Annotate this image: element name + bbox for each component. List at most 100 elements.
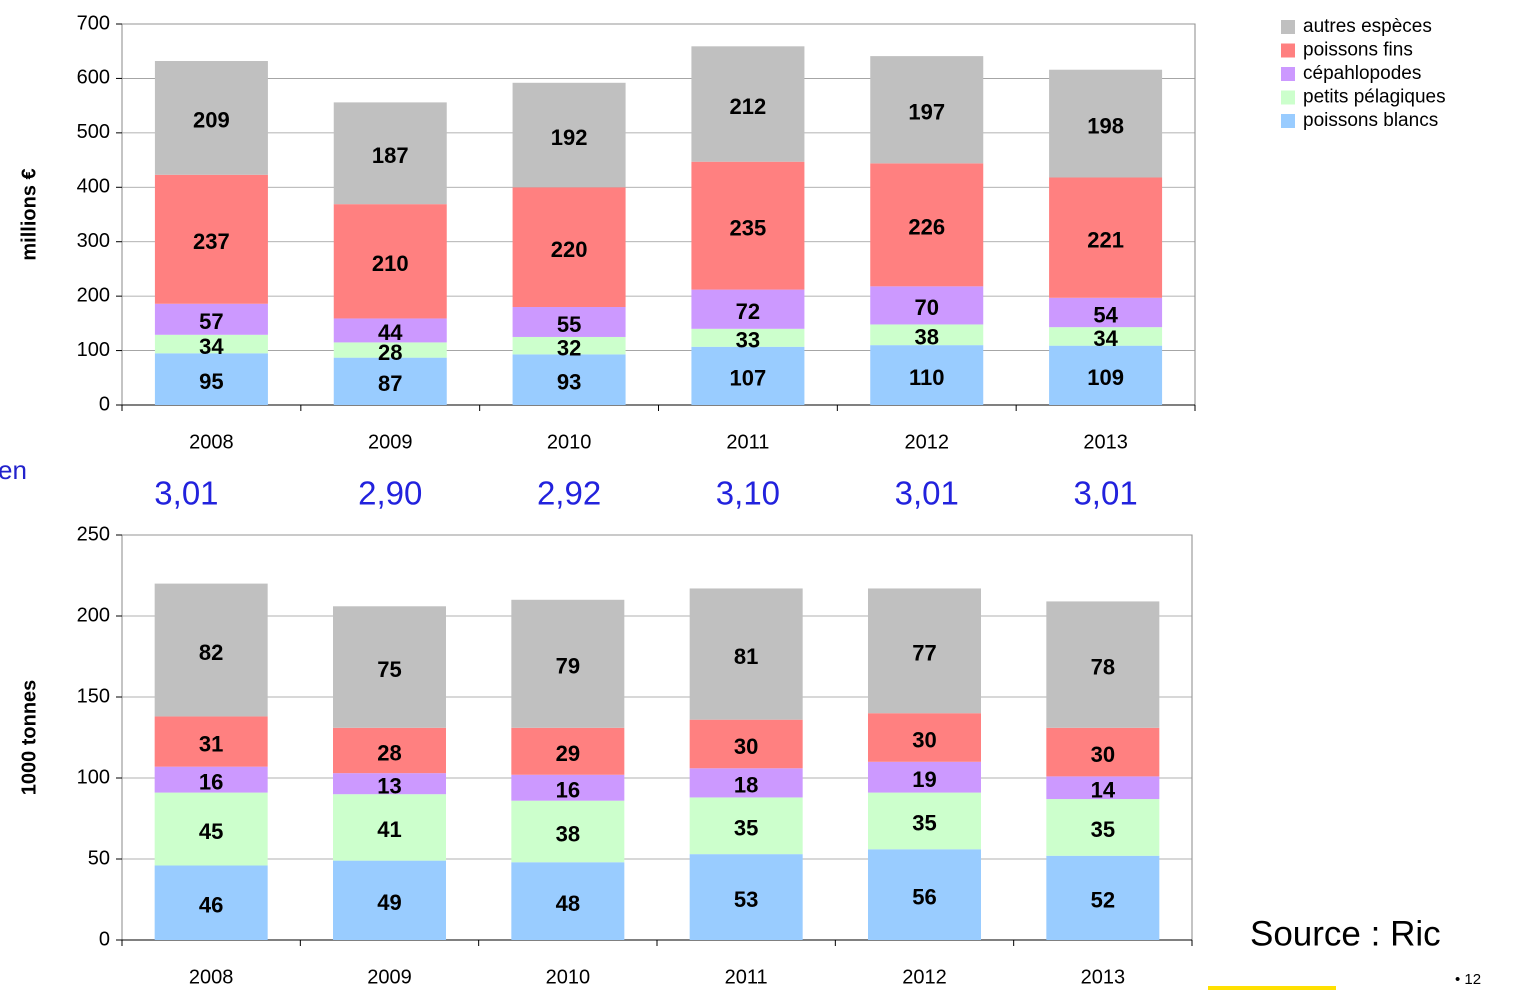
- bar-segment: [333, 342, 447, 358]
- data-label: 109: [1087, 365, 1124, 390]
- data-label: 87: [378, 371, 402, 396]
- data-label: 107: [730, 366, 767, 391]
- data-label: 82: [199, 640, 223, 665]
- bar-segment: [154, 792, 268, 866]
- data-label: 212: [730, 94, 767, 119]
- bar-segment: [691, 161, 805, 290]
- data-label: 45: [199, 819, 223, 844]
- price-label: 3,01: [895, 475, 959, 512]
- data-label: 95: [199, 369, 223, 394]
- data-label: 110: [909, 365, 945, 390]
- data-label: 226: [908, 215, 945, 240]
- x-tick-label: 2012: [905, 431, 950, 453]
- bar-segment: [333, 606, 446, 728]
- data-label: 38: [556, 821, 580, 846]
- data-label: 192: [551, 125, 588, 150]
- bar-segment: [512, 336, 626, 355]
- x-tick-label: 2012: [902, 966, 947, 988]
- bar-segment: [333, 204, 447, 319]
- data-label: 70: [915, 295, 939, 320]
- bar-segment: [333, 102, 447, 205]
- bar-segment: [1049, 297, 1163, 328]
- y-tick-label: 0: [99, 928, 110, 950]
- legend-label: cépahlopodes: [1303, 63, 1421, 84]
- bar-segment: [154, 174, 268, 304]
- bar-segment: [870, 56, 984, 164]
- data-label: 54: [1093, 302, 1118, 327]
- data-label: 19: [912, 767, 936, 792]
- bar-segment: [154, 583, 268, 717]
- y-tick-label: 200: [77, 604, 110, 626]
- legend-swatch: [1281, 67, 1295, 81]
- price-label: 3,01: [1073, 475, 1137, 512]
- bar-segment: [689, 719, 803, 769]
- y-tick-label: 100: [77, 766, 110, 788]
- data-label: 14: [1091, 778, 1116, 803]
- data-label: 235: [730, 215, 767, 240]
- data-label: 57: [199, 309, 223, 334]
- bar-segment: [689, 854, 803, 940]
- bar-segment: [154, 303, 268, 335]
- data-label: 49: [377, 890, 401, 915]
- bar-segment: [1049, 327, 1163, 346]
- x-tick-label: 2013: [1083, 431, 1128, 453]
- bar-segment: [511, 599, 625, 728]
- bar-segment: [512, 354, 626, 405]
- data-label: 30: [912, 727, 936, 752]
- price-label: 2,92: [537, 475, 601, 512]
- bar-segment: [154, 766, 268, 793]
- bar-segment: [511, 862, 625, 940]
- y-tick-label: 50: [88, 847, 110, 869]
- legend-swatch: [1281, 20, 1295, 34]
- data-label: 46: [199, 893, 223, 918]
- bar-segment: [333, 773, 446, 795]
- bar-segment: [511, 800, 625, 863]
- data-label: 32: [557, 335, 581, 360]
- bar-segment: [870, 286, 984, 325]
- data-label: 220: [551, 237, 588, 262]
- bar-segment: [512, 187, 626, 308]
- bar-segment: [1049, 177, 1163, 298]
- bar-segment: [868, 713, 981, 762]
- data-label: 187: [372, 143, 409, 168]
- bar-segment: [154, 334, 268, 354]
- bar-segment: [689, 768, 803, 798]
- bar-segment: [1046, 776, 1160, 800]
- price-label: 3,01: [154, 475, 218, 512]
- data-label: 31: [199, 731, 223, 756]
- page-number: • 12: [1455, 971, 1481, 988]
- bar-segment: [154, 716, 268, 767]
- bar-segment: [1046, 601, 1160, 728]
- data-label: 30: [1091, 742, 1115, 767]
- bar-segment: [868, 849, 981, 940]
- y-axis-label: millions €: [18, 168, 40, 260]
- bar-segment: [154, 61, 268, 175]
- bar-segment: [1046, 855, 1160, 940]
- legend-label: poissons blancs: [1303, 110, 1438, 131]
- y-tick-label: 200: [77, 284, 110, 306]
- bar-segment: [691, 46, 805, 162]
- legend-swatch: [1281, 114, 1295, 128]
- data-label: 72: [736, 299, 760, 324]
- data-label: 18: [734, 773, 758, 798]
- data-label: 35: [1091, 817, 1115, 842]
- bar-segment: [689, 588, 803, 720]
- data-label: 33: [736, 328, 760, 353]
- side-text: en: [0, 455, 27, 485]
- bar-segment: [154, 353, 268, 405]
- bar-segment: [333, 860, 446, 940]
- data-label: 210: [372, 251, 409, 276]
- price-label: 2,90: [358, 475, 422, 512]
- data-label: 55: [557, 312, 581, 337]
- bar-segment: [154, 865, 268, 940]
- plot-area: [121, 23, 1196, 406]
- y-tick-label: 500: [77, 121, 110, 143]
- data-label: 53: [734, 887, 758, 912]
- bar-segment: [333, 794, 446, 861]
- bar-segment: [511, 774, 625, 801]
- y-tick-label: 150: [77, 685, 110, 707]
- data-label: 28: [378, 340, 402, 365]
- y-tick-label: 400: [77, 176, 110, 198]
- bar-segment: [870, 324, 984, 346]
